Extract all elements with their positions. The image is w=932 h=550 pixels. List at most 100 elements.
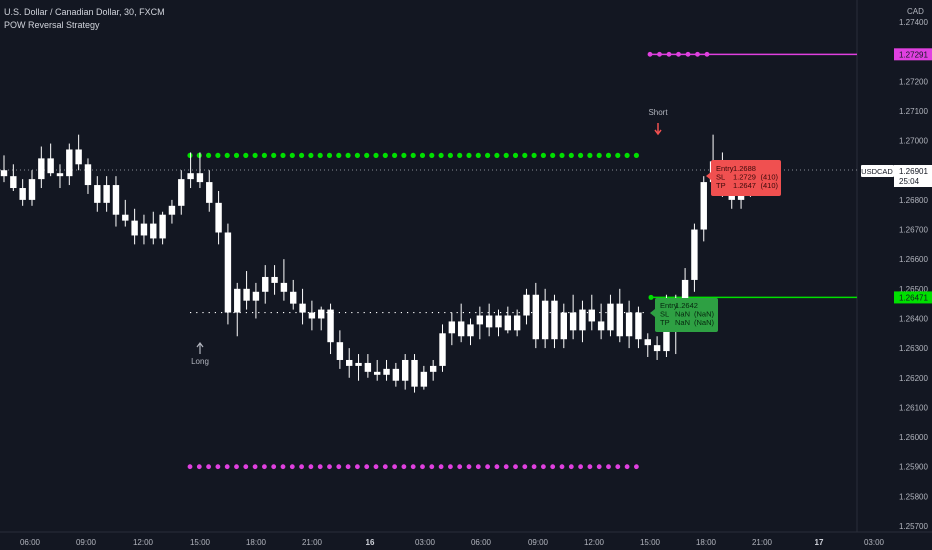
symbol-tag-badge [861, 165, 894, 177]
candle-body [560, 312, 567, 340]
magenta-lower-dot [336, 464, 342, 470]
candle-body [364, 362, 372, 372]
candle-body [588, 309, 595, 322]
long-trade-field-label: TP [660, 318, 670, 327]
candle-body [299, 303, 306, 313]
candle-body [28, 179, 36, 200]
magenta-lower-dot [196, 464, 202, 470]
candle-body [66, 149, 73, 177]
last-price-badge [894, 165, 932, 187]
magenta-lower-dot [234, 464, 239, 470]
green-level-dot [550, 152, 556, 159]
long-trade-field-value: NaN [675, 310, 690, 319]
magenta-lower-dot [317, 464, 323, 470]
magenta-lower-dot [373, 464, 379, 470]
green-level-dot [373, 152, 379, 159]
magenta-lower-dot [624, 464, 630, 470]
candle-body [635, 312, 642, 340]
candle-body [140, 223, 148, 236]
green-level-dot [624, 152, 630, 159]
candle-body [644, 339, 651, 346]
green-level-dot [215, 152, 221, 159]
long-trade-field-pips: (NaN) [694, 318, 715, 327]
candle-body [159, 214, 166, 239]
green-level-dot [224, 152, 230, 159]
symbol-title: U.S. Dollar / Canadian Dollar, 30, FXCM [4, 7, 165, 17]
price-tick-label: 1.27000 [899, 137, 928, 146]
green-level-dot [308, 152, 314, 159]
green-level-start-dot [648, 294, 654, 300]
magenta-lower-dot [401, 464, 407, 470]
candle-body [392, 368, 400, 381]
candle-body [653, 345, 661, 352]
magenta-lower-dot [485, 464, 490, 470]
candle-body [439, 333, 446, 366]
long-trade-box [655, 298, 718, 332]
green-level-dot [289, 152, 295, 159]
candle-body [131, 220, 138, 236]
time-tick-label: 03:00 [864, 538, 885, 547]
green-level-dot [578, 152, 584, 159]
green-level-dot [401, 152, 407, 159]
magenta-lower-dot [206, 464, 212, 470]
candle-body [103, 185, 110, 203]
green-level-dot [503, 152, 509, 159]
magenta-level-text: 1.27291 [899, 50, 928, 59]
magenta-lower-dot [224, 464, 230, 470]
candle-body [504, 315, 512, 331]
price-tick-label: 1.26600 [899, 255, 928, 264]
short-signal-label: Short [648, 108, 668, 117]
time-tick-label: 21:00 [302, 538, 323, 547]
green-level-dot [494, 152, 500, 159]
candle-body [252, 291, 260, 301]
green-level-dot [419, 152, 426, 159]
long-trade-box-pointer [650, 309, 655, 317]
candle-body [513, 315, 521, 331]
magenta-lower-dot [271, 464, 277, 470]
magenta-lower-dot [410, 464, 416, 470]
green-level-dot [633, 152, 640, 159]
green-level-text: 1.26471 [899, 293, 928, 302]
short-trade-field-value: 1.2729 [733, 173, 756, 182]
price-tick-label: 1.26000 [899, 433, 928, 442]
green-level-dot [299, 152, 305, 159]
magenta-lower-dot [513, 464, 518, 470]
indicator-name[interactable]: POW Reversal Strategy [4, 20, 100, 30]
magenta-lower-dot [262, 464, 267, 470]
candle-body [187, 173, 194, 180]
candle-body [122, 214, 129, 221]
green-level-dot [336, 152, 342, 159]
magenta-lower-dot [578, 464, 583, 470]
magenta-lower-dot [596, 464, 602, 470]
candle-body [383, 368, 390, 375]
candle-body [178, 179, 185, 206]
green-level-dot [354, 152, 360, 159]
green-level-dot [345, 152, 351, 159]
price-tick-label: 1.25700 [899, 522, 928, 531]
candle-body [411, 359, 418, 387]
candle-body [0, 170, 8, 177]
magenta-lower-dot [448, 464, 453, 470]
magenta-upper-dot [676, 51, 681, 57]
green-level-dot [587, 152, 593, 159]
candle-body [448, 321, 456, 334]
magenta-lower-dot [457, 464, 463, 470]
magenta-lower-dot [438, 464, 444, 470]
magenta-lower-dot [522, 464, 528, 470]
price-tick-label: 1.26800 [899, 196, 928, 205]
candle-body [495, 315, 502, 328]
price-tick-label: 1.25900 [899, 463, 928, 472]
green-level-dot [540, 152, 547, 159]
time-tick-label: 06:00 [471, 538, 492, 547]
time-tick-label: 21:00 [752, 538, 773, 547]
price-tick-label: 1.26400 [899, 314, 928, 323]
long-trade-field-pips: (NaN) [694, 310, 715, 319]
green-level-dot [438, 152, 444, 159]
green-level-dot [568, 152, 574, 159]
green-level-dot [252, 152, 258, 159]
green-level-badge [894, 291, 932, 304]
magenta-lower-dot [252, 464, 258, 470]
candle-body [84, 164, 92, 186]
price-tick-label: 1.25800 [899, 492, 928, 501]
